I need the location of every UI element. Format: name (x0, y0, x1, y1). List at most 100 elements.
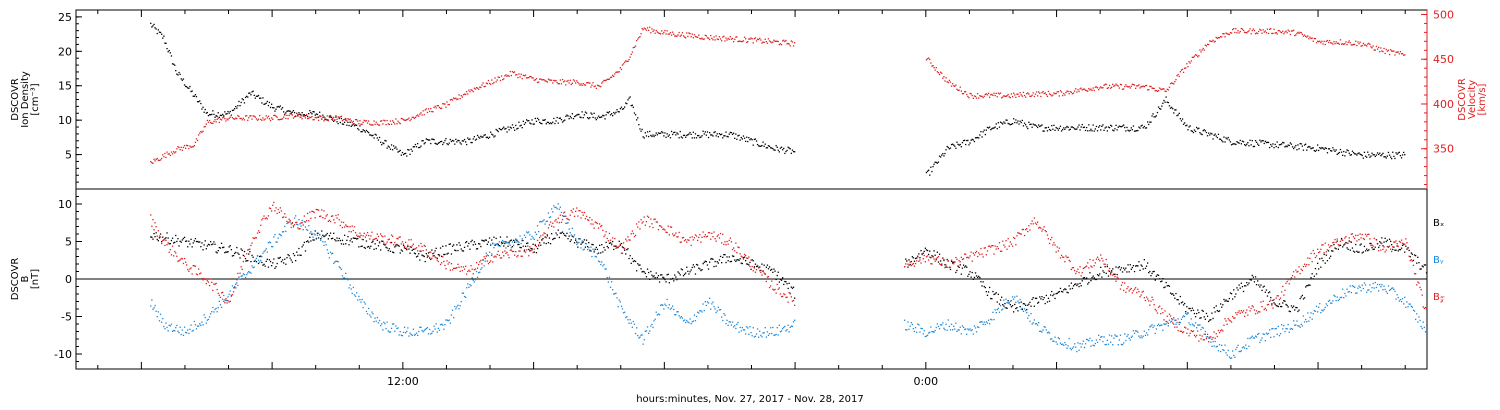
velocity-point (959, 86, 961, 88)
b-point-2 (448, 261, 450, 264)
density-point (349, 121, 351, 123)
density-point (1204, 130, 1206, 132)
density-point (401, 151, 404, 154)
velocity-point (1188, 61, 1190, 63)
velocity-point (403, 119, 406, 121)
b-point-2 (614, 238, 616, 240)
velocity-point (678, 31, 680, 34)
b-point-0 (669, 278, 672, 280)
velocity-point (1233, 28, 1235, 30)
density-point (698, 135, 700, 137)
density-point (511, 124, 514, 126)
density-point (1213, 134, 1215, 136)
density-point (729, 131, 731, 134)
b-point-1 (239, 278, 241, 280)
b-point-2 (700, 241, 702, 243)
density-point (637, 117, 639, 119)
b-point-1 (457, 304, 459, 306)
b-point-2 (608, 232, 611, 235)
velocity-point (212, 122, 214, 125)
b-point-1 (1211, 345, 1213, 347)
velocity-point (1264, 30, 1266, 32)
density-point (1038, 124, 1040, 126)
velocity-point (727, 37, 729, 40)
b-point-2 (526, 249, 528, 251)
density-point (1263, 142, 1265, 145)
b-point-0 (577, 246, 579, 248)
b-point-1 (904, 319, 906, 321)
b-point-0 (961, 267, 964, 269)
b-point-1 (688, 322, 690, 324)
density-point (150, 22, 152, 24)
velocity-point (1185, 67, 1187, 69)
density-point (648, 135, 650, 138)
b-point-1 (528, 231, 530, 233)
velocity-point (321, 118, 323, 120)
b-point-2 (347, 226, 349, 228)
b-point-1 (164, 328, 166, 330)
b-point-2 (382, 236, 384, 238)
b-point-2 (413, 248, 416, 250)
b-point-0 (1074, 283, 1076, 286)
b-point-1 (1055, 341, 1057, 343)
b-point-2 (740, 255, 742, 257)
b-point-2 (330, 215, 333, 217)
b-point-1 (1372, 282, 1374, 285)
b-point-2 (212, 289, 214, 292)
b-point-2 (437, 260, 439, 263)
density-point (1008, 123, 1010, 125)
b-point-1 (1168, 319, 1171, 321)
b-point-1 (970, 330, 972, 332)
b-point-1 (1312, 313, 1314, 315)
density-point (1126, 126, 1128, 129)
b-point-0 (1141, 265, 1143, 267)
density-point (1050, 129, 1052, 131)
b-point-1 (495, 243, 497, 246)
density-point (1313, 150, 1315, 152)
b-point-0 (493, 236, 495, 238)
density-point (1184, 122, 1186, 124)
density-point (640, 130, 642, 132)
b-point-1 (1209, 337, 1211, 339)
b-point-2 (712, 236, 714, 238)
velocity-point (995, 92, 997, 94)
b-point-1 (442, 324, 444, 326)
b-point-1 (1040, 330, 1042, 332)
b-point-0 (682, 275, 685, 277)
b-point-0 (1200, 317, 1202, 319)
b-point-1 (1190, 318, 1192, 320)
b-point-0 (1124, 269, 1126, 271)
b-point-0 (728, 256, 730, 258)
density-point (166, 48, 168, 50)
b-point-1 (788, 331, 790, 333)
b-point-1 (657, 313, 660, 315)
b-point-0 (226, 251, 228, 253)
b-point-0 (352, 237, 354, 239)
velocity-point (729, 36, 731, 38)
b-point-0 (237, 252, 239, 254)
b-point-1 (1174, 319, 1176, 321)
b-point-0 (1378, 246, 1380, 249)
b-point-1 (967, 328, 969, 330)
velocity-point (1379, 51, 1381, 53)
b-point-0 (759, 266, 761, 268)
b-point-1 (743, 329, 746, 331)
b-point-2 (600, 225, 602, 228)
density-point (1155, 115, 1157, 117)
b-point-1 (1142, 335, 1144, 337)
b-point-2 (605, 231, 607, 233)
b-point-1 (1332, 300, 1334, 302)
b-point-2 (397, 238, 399, 240)
b-point-0 (576, 241, 578, 243)
velocity-point (465, 93, 467, 95)
b-point-1 (308, 225, 310, 227)
b-point-1 (422, 331, 424, 333)
b-point-2 (934, 260, 936, 262)
velocity-point (1275, 32, 1277, 34)
b-point-1 (381, 323, 383, 325)
b-point-2 (176, 255, 178, 257)
density-point (1188, 126, 1190, 128)
density-point (752, 144, 754, 146)
b-point-0 (1108, 270, 1111, 272)
b-point-0 (780, 279, 783, 281)
